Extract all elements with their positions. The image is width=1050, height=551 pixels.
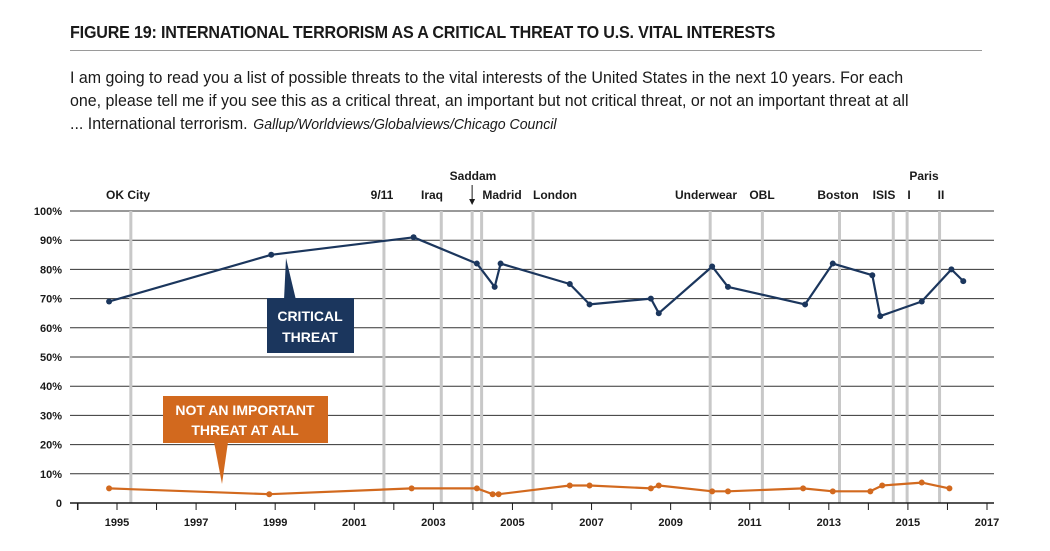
x-tick-label: 2001 xyxy=(342,517,366,529)
question-text: I am going to read you a list of possibl… xyxy=(70,68,909,133)
event-label: II xyxy=(938,188,945,202)
data-point xyxy=(491,283,498,290)
y-tick-label: 100% xyxy=(34,206,62,218)
data-point xyxy=(586,482,593,489)
y-tick-label: 0 xyxy=(56,498,62,510)
x-tick-label: 1999 xyxy=(263,517,287,529)
event-label: Saddam xyxy=(450,169,497,183)
y-tick-label: 70% xyxy=(40,294,62,306)
data-point xyxy=(408,485,415,492)
data-point xyxy=(877,313,884,320)
event-label: ISIS xyxy=(873,188,896,202)
data-point xyxy=(655,482,662,489)
series-line-critical xyxy=(108,236,965,318)
y-tick-label: 90% xyxy=(40,235,62,247)
data-point xyxy=(268,251,275,258)
axes: 0 10% 20% 30% 40% 50% 60% 70% 80% 90% 100% 1995 1997… xyxy=(34,206,999,529)
source-text: Gallup/Worldviews/Globalviews/Chicago Co… xyxy=(253,116,557,133)
data-point xyxy=(566,281,573,287)
figure-title: FIGURE 19: INTERNATIONAL TERRORISM AS A … xyxy=(70,22,776,42)
event-label: OBL xyxy=(749,188,774,202)
data-point xyxy=(473,485,480,492)
data-point xyxy=(497,260,504,267)
event-label: Underwear xyxy=(675,188,737,202)
x-tick-label: 2009 xyxy=(658,517,682,529)
x-tick-label: 2005 xyxy=(500,517,524,529)
critical-label-box xyxy=(267,298,354,353)
y-tick-label: 60% xyxy=(40,323,62,335)
event-label-paris: Paris xyxy=(909,169,939,183)
critical-label-line: CRITICAL xyxy=(277,308,343,324)
data-point xyxy=(918,298,925,305)
x-tick-label: 2007 xyxy=(579,517,603,529)
data-point xyxy=(724,283,731,290)
not-important-label-line: NOT AN IMPORTANT xyxy=(175,402,315,418)
data-point xyxy=(918,479,925,486)
data-point xyxy=(960,278,967,285)
data-point xyxy=(410,234,417,241)
data-point xyxy=(709,488,716,495)
not-important-label-pointer xyxy=(214,442,228,484)
not-important-label-box xyxy=(163,396,328,443)
data-point xyxy=(106,298,113,305)
data-point xyxy=(647,295,654,302)
series-line-not-important xyxy=(109,481,950,496)
x-tick-label: 2017 xyxy=(975,517,999,529)
data-point xyxy=(946,485,953,492)
series-group xyxy=(106,234,967,498)
critical-label-line: THREAT xyxy=(282,329,338,345)
event-label: 9/11 xyxy=(371,188,394,202)
event-label: Boston xyxy=(817,188,858,202)
event-label: Madrid xyxy=(482,188,521,202)
data-point xyxy=(495,491,502,498)
y-tick-label: 80% xyxy=(40,264,62,276)
x-tick-label: 2003 xyxy=(421,517,445,529)
data-point xyxy=(647,485,654,492)
data-point xyxy=(948,266,955,273)
data-point xyxy=(829,488,836,495)
data-point xyxy=(655,310,662,317)
data-point xyxy=(869,272,876,279)
arrow-icon xyxy=(469,199,476,205)
data-point xyxy=(829,260,836,267)
data-point xyxy=(800,485,807,492)
data-point xyxy=(566,482,573,489)
event-label: Iraq xyxy=(421,188,443,202)
critical-label-pointer xyxy=(284,258,296,300)
data-point xyxy=(879,482,886,489)
y-tick-label: 10% xyxy=(40,469,62,481)
series-labels: CRITICAL THREAT NOT AN IMPORTANT THREAT AT … xyxy=(163,258,354,484)
event-lines: OK City 9/11 Iraq Saddam Madrid London Underwe… xyxy=(106,169,944,503)
x-tick-label: 2011 xyxy=(738,517,762,529)
data-point xyxy=(867,488,874,495)
event-label: London xyxy=(533,188,577,202)
y-tick-label: 30% xyxy=(40,410,62,422)
x-tick-label: 2013 xyxy=(817,517,841,529)
data-point xyxy=(266,491,273,498)
data-point xyxy=(473,260,480,267)
data-point xyxy=(586,301,593,308)
not-important-label-line: THREAT AT ALL xyxy=(191,422,299,438)
data-point xyxy=(106,485,113,492)
y-tick-label: 40% xyxy=(40,381,62,393)
y-tick-label: 50% xyxy=(40,352,62,364)
y-tick-label: 20% xyxy=(40,440,62,452)
data-point xyxy=(709,263,716,270)
data-point xyxy=(802,301,809,308)
event-label: OK City xyxy=(106,188,150,202)
x-tick-label: 1997 xyxy=(184,517,208,529)
x-tick-label: 2015 xyxy=(896,517,920,529)
title-divider xyxy=(70,50,982,51)
event-label: I xyxy=(907,188,910,202)
x-tick-label: 1995 xyxy=(105,517,129,529)
data-point xyxy=(489,491,496,498)
data-point xyxy=(724,488,731,495)
survey-question: I am going to read you a list of possibl… xyxy=(70,66,916,136)
